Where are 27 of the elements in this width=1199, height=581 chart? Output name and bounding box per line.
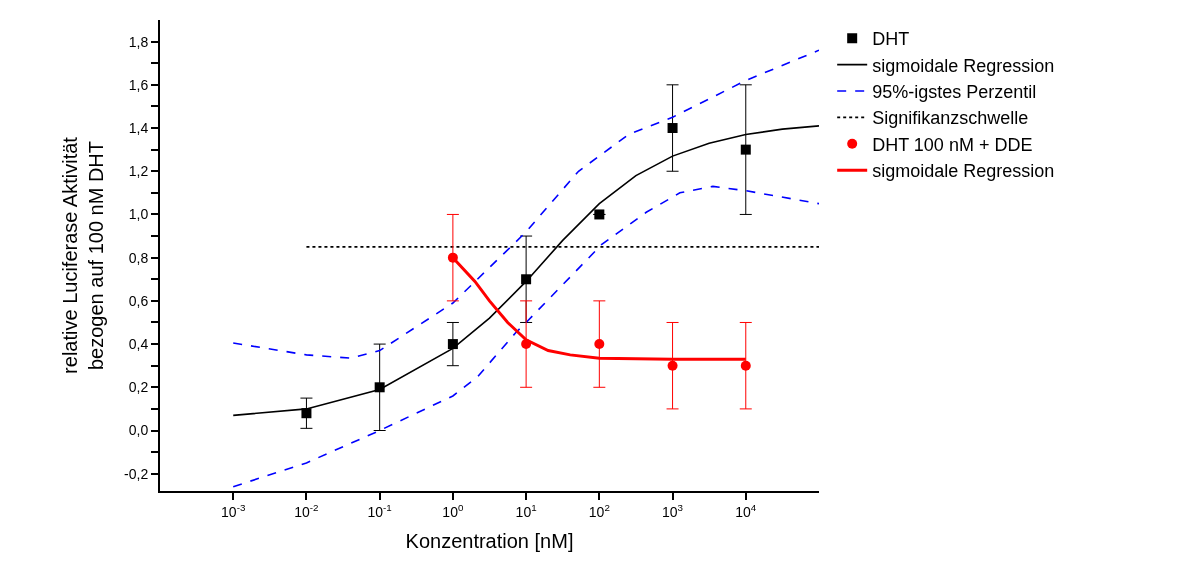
y-tick-label: 0,6 xyxy=(128,292,149,309)
y-tick-label: 0,4 xyxy=(128,335,149,352)
x-tick-label: 10$^{-1}$ xyxy=(367,501,392,520)
x-tick-label: 10$^{3}$ xyxy=(662,501,684,520)
legend-label: Signifikanzschwelle xyxy=(872,108,1029,129)
x-tick-label: 10$^{0}$ xyxy=(442,501,464,520)
y-tick-label: -0,2 xyxy=(124,465,149,482)
y-tick-label: 0,8 xyxy=(128,249,149,266)
x-tick-label: 10$^{-3}$ xyxy=(221,501,246,520)
legend-label: sigmoidale Regression xyxy=(872,55,1055,76)
y-tick-label: 1,8 xyxy=(128,33,149,50)
legend-label: DHT 100 nM + DDE xyxy=(872,134,1033,155)
x-axis-title: Konzentration [nM] xyxy=(405,529,574,552)
y-axis-title: relative Luciferase Aktivität bezogen auf 100 nM DHT xyxy=(59,136,108,374)
x-tick-label: 10$^{4}$ xyxy=(735,501,757,520)
legend-label: sigmoidale Regression xyxy=(872,161,1055,182)
y-tick-label: 0,2 xyxy=(128,379,149,396)
y-tick-label: 1,6 xyxy=(128,76,149,93)
y-tick-label: 0,0 xyxy=(128,422,149,439)
x-tick-label: 10$^{2}$ xyxy=(588,501,610,520)
x-tick-label: 10$^{1}$ xyxy=(515,501,537,520)
y-tick-label: 1,2 xyxy=(128,163,149,180)
legend-label: DHT xyxy=(872,29,910,50)
legend-label: 95%-igstes Perzentil xyxy=(872,82,1037,103)
x-tick-label: 10$^{-2}$ xyxy=(294,501,319,520)
y-tick-label: 1,4 xyxy=(128,119,149,136)
y-tick-label: 1,0 xyxy=(128,206,149,223)
